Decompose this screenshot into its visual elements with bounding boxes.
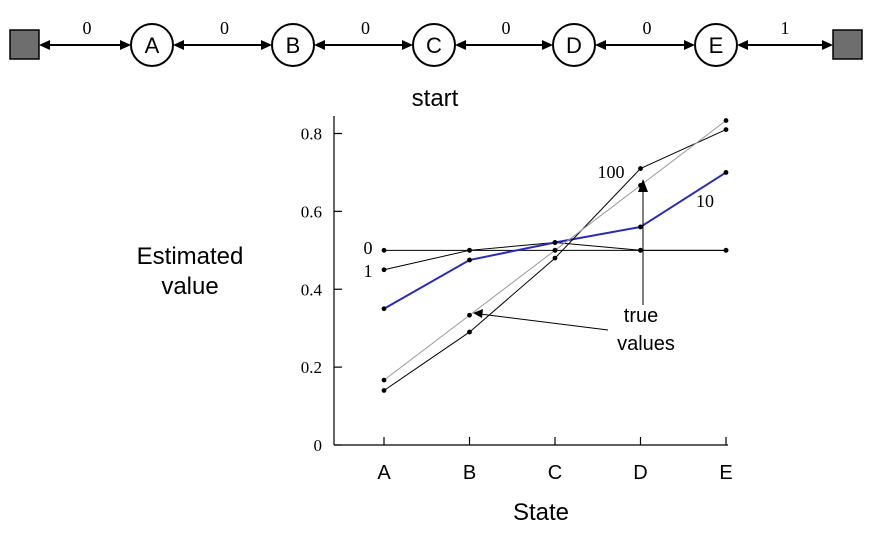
reward-label: 0 [220, 18, 229, 38]
true-values-label-line-1: true [624, 305, 658, 327]
arrow-head-right [402, 40, 413, 50]
true-values-label-line-2: values [617, 333, 675, 355]
reward-label: 1 [781, 18, 790, 38]
state-label: C [426, 33, 442, 58]
data-point-10 [723, 170, 729, 175]
arrow-head-left [737, 40, 748, 50]
data-point-1 [638, 247, 643, 253]
x-tick-label: C [548, 462, 562, 484]
series-label-10: 10 [696, 191, 714, 211]
left-terminal-square [9, 29, 40, 60]
y-axis-label-line-1: Estimated [137, 243, 244, 270]
data-point-100 [552, 255, 558, 261]
data-point-true-values [552, 247, 558, 253]
x-tick-label: B [463, 462, 476, 484]
state-node-c [412, 23, 456, 67]
state-label: D [566, 33, 582, 58]
reward-label: 0 [502, 18, 511, 38]
state-label: E [709, 33, 724, 58]
data-point-10 [381, 306, 387, 312]
state-node-d [552, 23, 596, 67]
right-terminal-square [832, 29, 863, 60]
arrow-head-left [455, 40, 466, 50]
series-label-100: 100 [598, 162, 625, 182]
series-points [381, 118, 729, 393]
data-point-100 [638, 166, 643, 171]
chain-rewards: 0 0 0 0 0 1 [83, 18, 790, 38]
y-ticks: 0 0.2 0.4 0.6 0.8 [301, 125, 342, 455]
data-point-10 [552, 240, 558, 245]
y-tick-label: 0.2 [301, 358, 322, 377]
chain-arrows [39, 40, 833, 50]
state-node-e [694, 23, 738, 67]
data-point-10 [467, 257, 472, 263]
x-ticks: A B C D E [377, 437, 733, 484]
series-label-0: 0 [364, 238, 373, 258]
data-point-100 [381, 388, 387, 393]
d-update-arrow-head [638, 179, 648, 192]
data-point-true-values [381, 377, 387, 383]
y-tick-label: 0 [314, 436, 323, 455]
data-point-1 [723, 247, 729, 253]
arrow-head-right [120, 40, 131, 50]
state-label: B [286, 33, 301, 58]
x-tick-label: A [377, 462, 391, 484]
true-values-pointer [479, 313, 609, 331]
chain-nodes: A B C D E [130, 23, 738, 67]
data-point-100 [723, 127, 729, 133]
reward-label: 0 [361, 18, 370, 38]
state-node-a [130, 23, 174, 67]
reward-label: 0 [83, 18, 92, 38]
data-point-true-values [723, 118, 729, 123]
reward-label: 0 [643, 18, 652, 38]
arrow-head-right [822, 40, 833, 50]
y-tick-label: 0.4 [301, 280, 323, 299]
random-walk-diagram: A B C D E 0 0 0 0 0 1 start [9, 18, 863, 112]
state-node-b [271, 23, 315, 67]
arrow-head-left [314, 40, 325, 50]
x-tick-label: D [633, 462, 647, 484]
value-estimate-chart: 0 0.2 0.4 0.6 0.8 A B C D E Estimated value Stat… [137, 116, 733, 526]
y-tick-label: 0.8 [301, 125, 322, 144]
data-point-true-values [467, 312, 472, 318]
arrow-head-left [173, 40, 184, 50]
arrow-head-left [39, 40, 50, 50]
x-tick-label: E [719, 462, 732, 484]
state-label: A [145, 33, 160, 58]
y-axis-label-line-2: value [161, 273, 218, 300]
data-point-10 [638, 224, 643, 230]
data-point-100 [467, 329, 472, 335]
series-label-1: 1 [364, 261, 373, 281]
data-point-1 [381, 267, 387, 273]
start-label: start [412, 85, 459, 112]
y-tick-label: 0.6 [301, 202, 322, 221]
arrow-head-left [595, 40, 606, 50]
data-point-1 [467, 247, 472, 253]
arrow-head-right [261, 40, 272, 50]
arrow-head-right [684, 40, 695, 50]
data-point-0 [381, 247, 387, 253]
arrow-head-right [542, 40, 553, 50]
x-axis-label: State [513, 499, 569, 526]
true-values-pointer-head [473, 309, 483, 318]
